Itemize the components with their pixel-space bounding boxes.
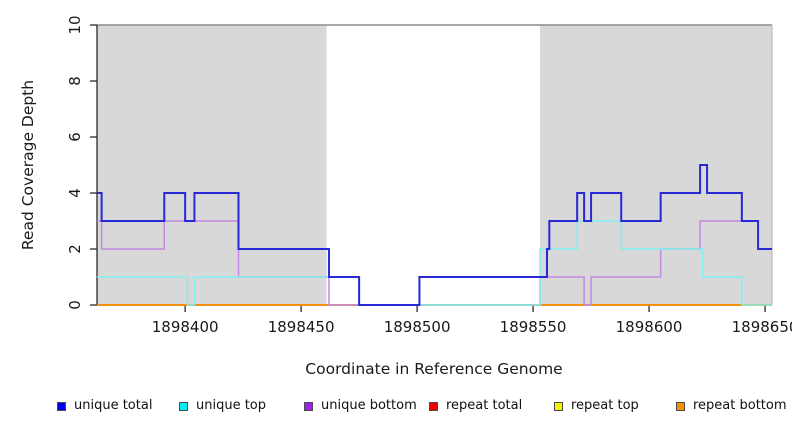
y-tick-label: 6 — [66, 132, 84, 142]
y-tick-label: 2 — [66, 244, 84, 254]
x-tick-label: 1898500 — [384, 318, 451, 336]
shaded-region-right — [540, 25, 772, 305]
plot-layers: 1898400 1898450 1898500 1898550 1898600 18986… — [66, 15, 792, 336]
x-tick-label: 1898400 — [152, 318, 219, 336]
x-tick-label: 1898550 — [500, 318, 567, 336]
y-axis-title: Read Coverage Depth — [19, 80, 37, 250]
series-line-unique-bottom — [97, 220, 772, 306]
shaded-region-left — [97, 25, 327, 305]
x-axis-title: Coordinate in Reference Genome — [305, 360, 562, 378]
x-tick-label: 1898600 — [616, 318, 683, 336]
series-line-unique-total — [97, 164, 772, 306]
x-tick-label: 1898450 — [268, 318, 335, 336]
y-tick-label: 10 — [66, 15, 84, 34]
y-tick-label: 0 — [66, 300, 84, 310]
y-tick-label: 8 — [66, 76, 84, 86]
series-line-unique-top — [97, 220, 772, 306]
y-tick-label: 4 — [66, 188, 84, 198]
x-tick-label: 1898650 — [732, 318, 792, 336]
